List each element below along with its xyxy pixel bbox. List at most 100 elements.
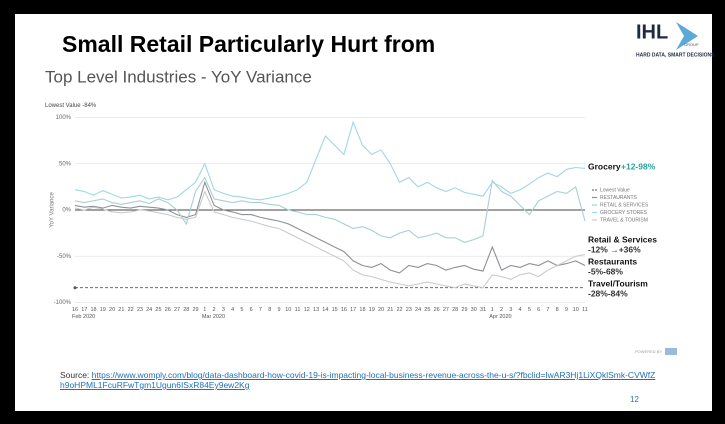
annotation-range: -5%-68%: [588, 266, 623, 276]
x-tick-label: 10: [573, 307, 579, 313]
x-tick-label: 21: [387, 307, 393, 313]
y-tick-label: 50%: [59, 161, 72, 167]
legend-label: GROCERY STORES: [600, 210, 648, 216]
x-tick-label: 13: [313, 307, 319, 313]
series-line: [74, 120, 586, 201]
lowest-label-value: -84%: [82, 103, 97, 109]
x-tick-label: 19: [369, 307, 375, 313]
month-label: Mar 2020: [202, 314, 225, 320]
series-line: [74, 176, 586, 243]
legend-label: RETAIL & SERVICES: [600, 202, 649, 208]
x-tick-label: 16: [341, 307, 347, 313]
x-tick-label: 3: [509, 307, 512, 313]
y-tick-label: 0%: [62, 208, 71, 214]
x-tick-label: 29: [192, 307, 198, 313]
x-tick-label: 4: [231, 307, 234, 313]
logo-group: GROUP: [684, 42, 699, 47]
x-tick-label: 1: [203, 307, 206, 313]
source-link[interactable]: https://www.womply.com/blog/data-dashboa…: [60, 370, 656, 390]
y-tick-label: -100%: [54, 300, 72, 306]
month-label: Apr 2020: [489, 314, 511, 320]
x-tick-label: 9: [565, 307, 568, 313]
x-tick-label: 29: [461, 307, 467, 313]
x-tick-label: 27: [174, 307, 180, 313]
x-tick-label: 25: [424, 307, 430, 313]
x-tick-label: 7: [259, 307, 262, 313]
series-line: [74, 180, 586, 274]
x-tick-label: 19: [100, 307, 106, 313]
series-line: [74, 190, 586, 289]
logo-tagline: HARD DATA, SMART DECISIONS: [636, 52, 715, 58]
x-tick-label: 30: [471, 307, 477, 313]
x-tick-label: 14: [322, 307, 328, 313]
annotation-title: Travel/Tourism: [588, 278, 648, 288]
x-tick-label: 9: [277, 307, 280, 313]
lowest-label-name: Lowest Value: [45, 103, 81, 109]
y-axis-title: YoY Variance: [50, 192, 56, 228]
x-tick-label: 11: [582, 307, 588, 313]
x-tick-label: 28: [183, 307, 189, 313]
x-tick-label: 7: [546, 307, 549, 313]
powered-logo: [665, 348, 677, 355]
logo: IHL: [636, 21, 668, 43]
x-tick-label: 31: [480, 307, 486, 313]
x-tick-label: 11: [295, 307, 301, 313]
x-tick-label: 1: [491, 307, 494, 313]
logo-arrow: [676, 22, 698, 50]
x-tick-label: 8: [556, 307, 559, 313]
annotation-title: Grocery: [588, 161, 621, 171]
x-tick-label: 6: [537, 307, 540, 313]
chart-title: Top Level Industries - YoY Variance: [45, 67, 312, 86]
month-label: Feb 2020: [72, 314, 95, 320]
x-tick-label: 24: [415, 307, 421, 313]
x-tick-label: 26: [434, 307, 440, 313]
x-tick-label: 17: [81, 307, 87, 313]
x-tick-label: 23: [406, 307, 412, 313]
x-tick-label: 20: [378, 307, 384, 313]
x-tick-label: 15: [332, 307, 338, 313]
x-tick-label: 5: [528, 307, 531, 313]
source: Source: https://www.womply.com/blog/data…: [60, 370, 660, 390]
x-tick-label: 8: [268, 307, 271, 313]
x-tick-label: 2: [213, 307, 216, 313]
lowest-label: Lowest Value -84%: [45, 103, 97, 109]
page-number: 12: [630, 395, 639, 404]
x-tick-label: 22: [396, 307, 402, 313]
x-tick-label: 12: [304, 307, 310, 313]
legend-label: RESTAURANTS: [600, 195, 638, 201]
x-tick-label: 18: [359, 307, 365, 313]
x-tick-label: 28: [452, 307, 458, 313]
legend-label: Lowest Value: [600, 187, 630, 193]
x-tick-label: 6: [250, 307, 253, 313]
x-tick-label: 27: [443, 307, 449, 313]
x-tick-label: 24: [146, 307, 152, 313]
annotation-title: Retail & Services: [588, 234, 657, 244]
lowest-value-dot: [73, 286, 77, 290]
x-tick-label: 25: [155, 307, 161, 313]
annotation-range: -12% →+36%: [588, 244, 641, 254]
x-tick-label: 18: [90, 307, 96, 313]
x-tick-label: 17: [350, 307, 356, 313]
x-tick-label: 4: [519, 307, 522, 313]
x-tick-label: 21: [118, 307, 124, 313]
x-tick-label: 10: [285, 307, 291, 313]
source-label: Source:: [60, 370, 90, 380]
x-tick-label: 3: [222, 307, 225, 313]
y-tick-label: 100%: [56, 115, 72, 121]
annotation-range: +12-98%: [621, 161, 656, 171]
x-tick-label: 26: [165, 307, 171, 313]
slide-title: Small Retail Particularly Hurt from: [62, 31, 435, 57]
x-tick-label: 23: [137, 307, 143, 313]
legend-label: TRAVEL & TOURISM: [600, 217, 648, 223]
x-tick-label: 5: [240, 307, 243, 313]
x-tick-label: 22: [128, 307, 134, 313]
x-tick-label: 16: [72, 307, 78, 313]
x-tick-label: 20: [109, 307, 115, 313]
powered-by: POWERED BY: [635, 349, 662, 354]
annotation-range: -28%-84%: [588, 288, 628, 298]
y-tick-label: -50%: [57, 254, 72, 260]
x-tick-label: 2: [500, 307, 503, 313]
